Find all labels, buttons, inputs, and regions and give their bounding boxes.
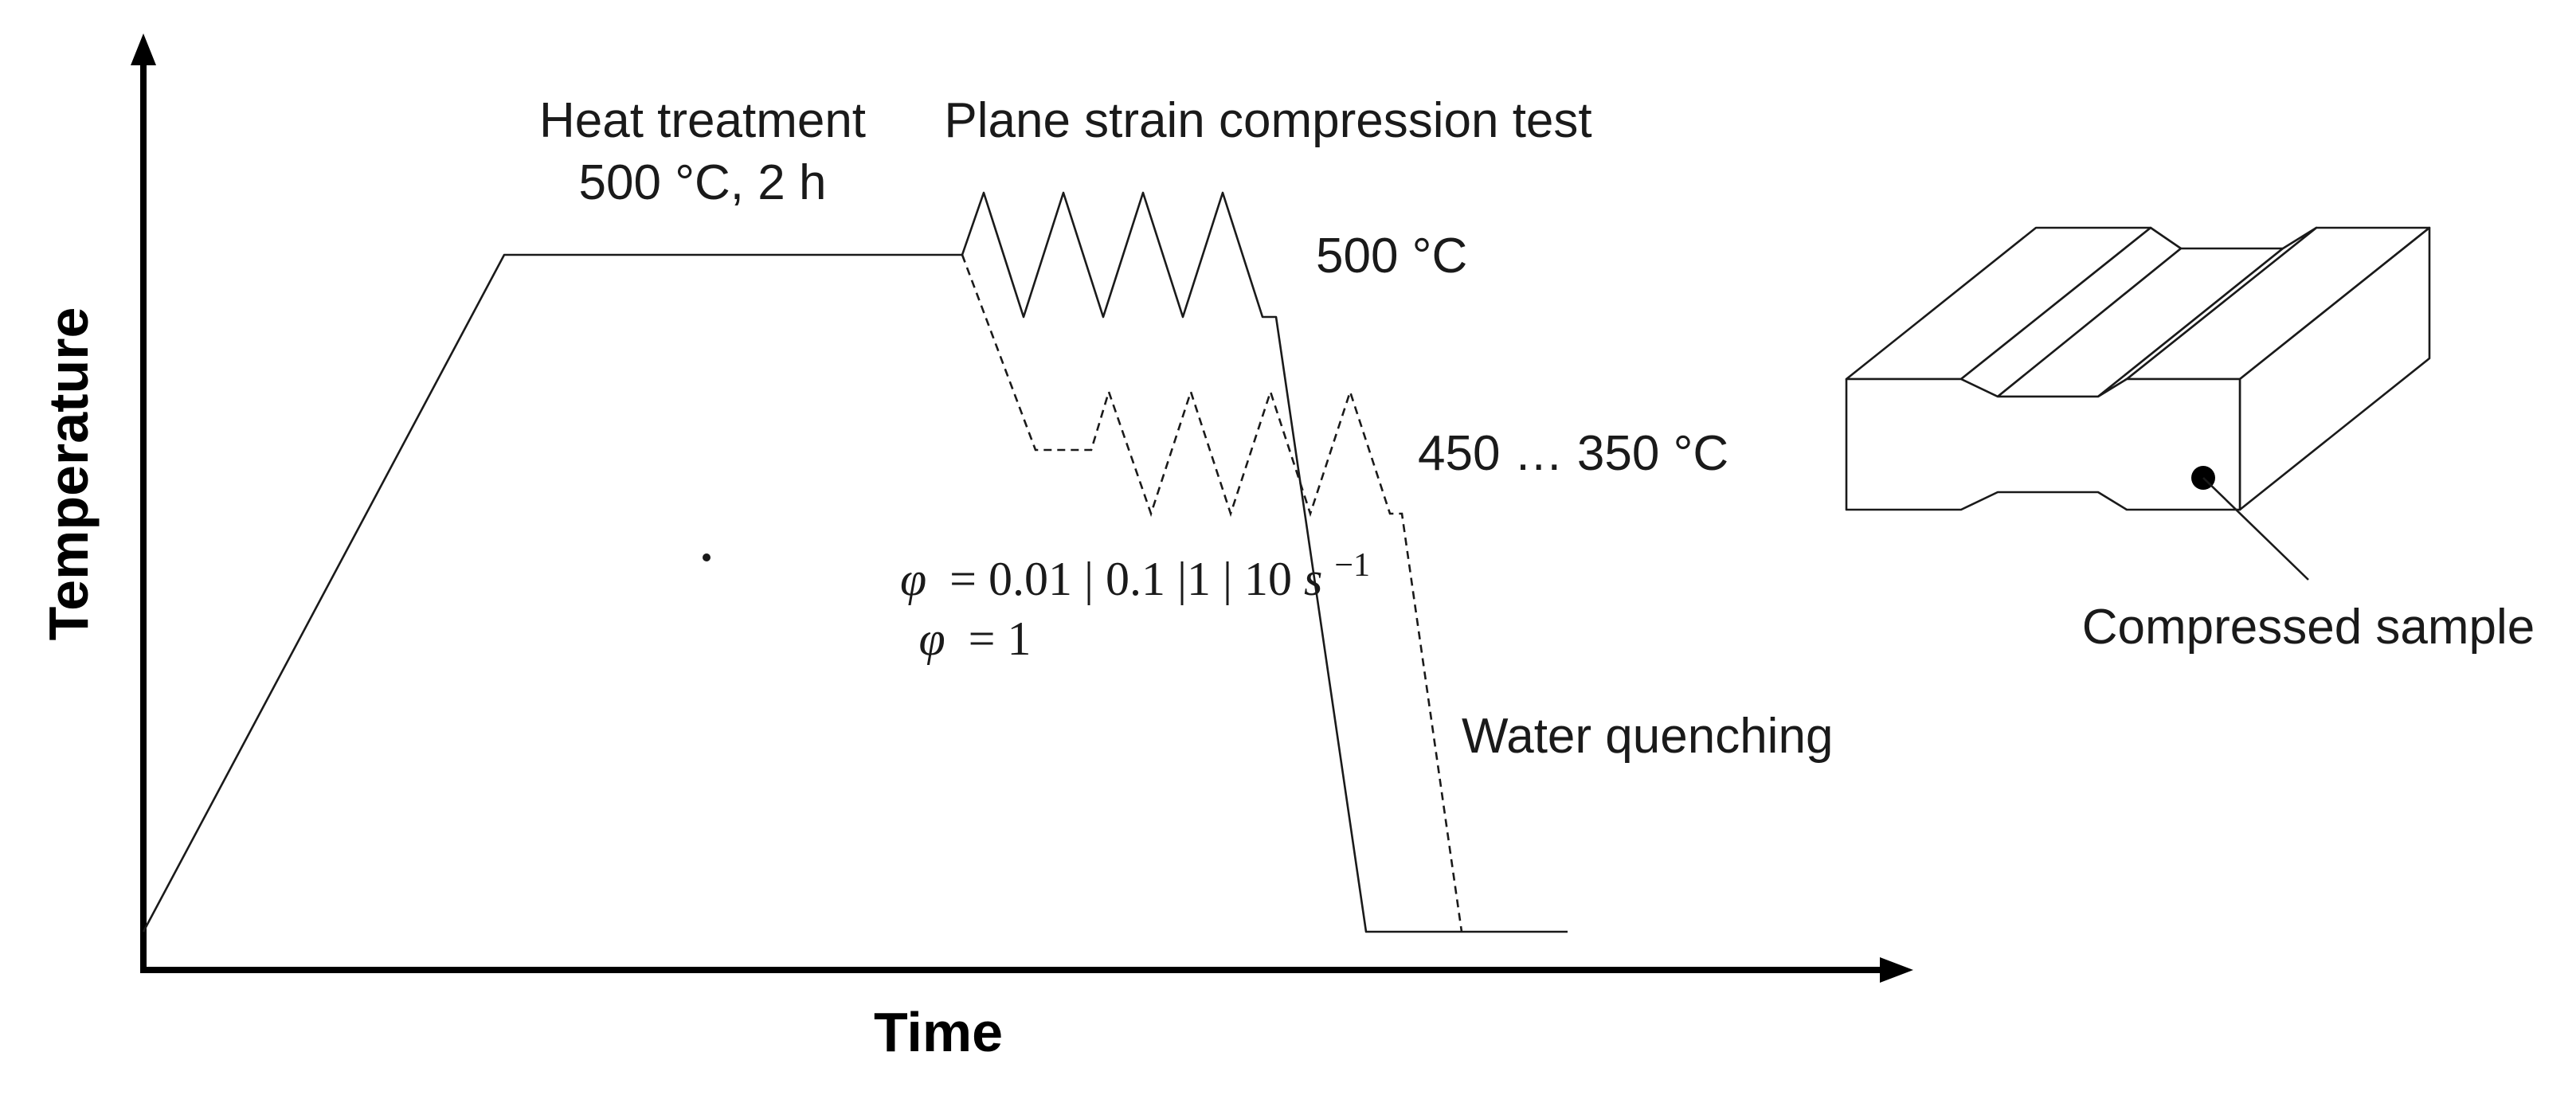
strain-rate-symbol: φ [900, 553, 926, 605]
heat-treatment-params: 500 °C, 2 h [579, 155, 827, 210]
temperature-500-label: 500 °C [1316, 229, 1467, 284]
strain-rate-values: = 0.01 | 0.1 |1 | 10 [949, 553, 1304, 605]
x-axis-arrow [1880, 957, 1913, 983]
total-strain-value: = 1 [969, 612, 1032, 665]
compressed-sample-label: Compressed sample [2082, 600, 2535, 655]
x-axis-title: Time [874, 1001, 1003, 1063]
compression-test-label: Plane strain compression test [944, 93, 1591, 148]
y-axis-title: Temperature [37, 307, 100, 641]
strain-rate-exponent: −1 [1334, 547, 1370, 584]
sample-front-face [1845, 377, 2241, 511]
sample-leader-line [2202, 477, 2309, 581]
svg-text:φ = 1: φ = 1 [918, 612, 1031, 665]
strain-rate-formula: φ = 0.01 | 0.1 |1 | 10 s −1 [703, 547, 1370, 605]
compressed-sample-illustration [1845, 226, 2431, 581]
y-axis-arrow [131, 33, 156, 65]
heat-treatment-title: Heat treatment [539, 93, 866, 148]
total-strain-symbol: φ [918, 612, 945, 665]
strain-rate-unit: s [1304, 553, 1322, 605]
total-strain-formula: φ = 1 [918, 612, 1031, 665]
dashed-temperature-profile [961, 254, 1463, 933]
water-quenching-label: Water quenching [1462, 709, 1833, 764]
solid-temperature-profile [142, 191, 1568, 933]
strain-rate-dot [703, 553, 711, 561]
svg-text:φ = 0.01 | 0.1 |1 | 10: φ = 0.01 | 0.1 |1 | 10 s −1 [900, 547, 1370, 605]
axes [131, 33, 1913, 983]
temperature-range-label: 450 … 350 °C [1418, 426, 1728, 481]
